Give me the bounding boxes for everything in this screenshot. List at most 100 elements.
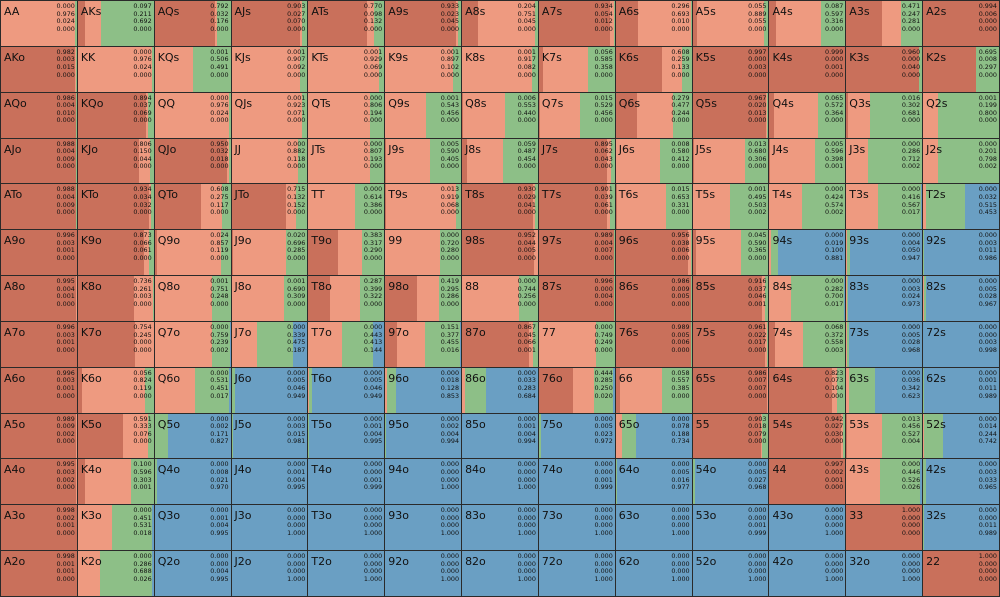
hand-cell-a4o[interactable]: A4o 0.995 0.003 0.002 0.000 xyxy=(1,459,77,505)
hand-cell-98s[interactable]: 98s 0.952 0.044 0.005 0.000 xyxy=(462,230,538,276)
hand-cell-kk[interactable]: KK 0.000 0.976 0.024 0.000 xyxy=(77,46,154,92)
hand-cell-53o[interactable]: 53o 0.000 0.000 0.001 0.999 xyxy=(692,505,769,551)
hand-cell-a3o[interactable]: A3o 0.998 0.002 0.001 0.000 xyxy=(1,505,77,551)
hand-cell-aa[interactable]: AA 0.000 0.976 0.024 0.000 xyxy=(1,1,77,46)
hand-cell-a7s[interactable]: A7s 0.934 0.054 0.012 0.000 xyxy=(538,1,615,46)
hand-cell-aks[interactable]: AKs 0.097 0.211 0.692 0.000 xyxy=(77,1,154,46)
hand-cell-75s[interactable]: 75s 0.961 0.022 0.017 0.000 xyxy=(692,321,769,367)
hand-cell-33[interactable]: 33 1.000 0.000 0.000 0.000 xyxy=(846,505,923,551)
hand-cell-k9o[interactable]: K9o 0.873 0.066 0.061 0.000 xyxy=(77,230,154,276)
hand-cell-t4s[interactable]: T4s 0.000 0.424 0.574 0.002 xyxy=(769,184,846,230)
hand-cell-a8o[interactable]: A8o 0.995 0.004 0.001 0.000 xyxy=(1,276,77,321)
hand-cell-85s[interactable]: 85s 0.916 0.037 0.046 0.001 xyxy=(692,276,769,321)
hand-cell-93o[interactable]: 93o 0.000 0.000 0.000 1.000 xyxy=(385,505,462,551)
hand-cell-42s[interactable]: 42s 0.000 0.003 0.033 0.965 xyxy=(923,459,999,505)
hand-cell-q9o[interactable]: Q9o 0.024 0.857 0.119 0.000 xyxy=(154,230,231,276)
hand-cell-qto[interactable]: QTo 0.608 0.275 0.117 0.000 xyxy=(154,184,231,230)
hand-cell-q4s[interactable]: Q4s 0.065 0.572 0.364 0.000 xyxy=(769,92,846,138)
hand-cell-97o[interactable]: 97o 0.151 0.377 0.455 0.016 xyxy=(385,321,462,367)
hand-cell-66[interactable]: 66 0.058 0.557 0.385 0.000 xyxy=(615,367,692,413)
hand-cell-a7o[interactable]: A7o 0.996 0.003 0.001 0.000 xyxy=(1,321,77,367)
hand-cell-q8s[interactable]: Q8s 0.006 0.553 0.440 0.000 xyxy=(462,92,538,138)
hand-cell-54o[interactable]: 54o 0.000 0.005 0.027 0.968 xyxy=(692,459,769,505)
hand-cell-72o[interactable]: 72o 0.000 0.000 0.000 1.000 xyxy=(538,551,615,596)
hand-cell-t7s[interactable]: T7s 0.901 0.039 0.061 0.000 xyxy=(538,184,615,230)
hand-cell-54s[interactable]: 54s 0.942 0.027 0.030 0.000 xyxy=(769,413,846,459)
hand-cell-92s[interactable]: 92s 0.000 0.003 0.011 0.986 xyxy=(923,230,999,276)
hand-cell-k4o[interactable]: K4o 0.100 0.596 0.303 0.001 xyxy=(77,459,154,505)
hand-cell-j4s[interactable]: J4s 0.005 0.596 0.398 0.001 xyxy=(769,138,846,184)
hand-cell-kjs[interactable]: KJs 0.001 0.907 0.092 0.000 xyxy=(231,46,308,92)
hand-cell-jts[interactable]: JTs 0.000 0.807 0.193 0.000 xyxy=(308,138,385,184)
hand-cell-q6s[interactable]: Q6s 0.279 0.477 0.244 0.000 xyxy=(615,92,692,138)
hand-cell-t9o[interactable]: T9o 0.383 0.317 0.290 0.000 xyxy=(308,230,385,276)
hand-cell-k3o[interactable]: K3o 0.000 0.451 0.531 0.018 xyxy=(77,505,154,551)
hand-cell-75o[interactable]: 75o 0.000 0.005 0.023 0.972 xyxy=(538,413,615,459)
hand-cell-k7s[interactable]: K7s 0.056 0.585 0.358 0.000 xyxy=(538,46,615,92)
hand-cell-kqs[interactable]: KQs 0.001 0.506 0.491 0.000 xyxy=(154,46,231,92)
hand-cell-52s[interactable]: 52s 0.000 0.014 0.244 0.742 xyxy=(923,413,999,459)
hand-cell-a8s[interactable]: A8s 0.204 0.751 0.045 0.000 xyxy=(462,1,538,46)
hand-cell-a4s[interactable]: A4s 0.087 0.597 0.316 0.000 xyxy=(769,1,846,46)
hand-cell-k5s[interactable]: K5s 0.997 0.000 0.003 0.000 xyxy=(692,46,769,92)
hand-cell-kto[interactable]: KTo 0.934 0.034 0.032 0.000 xyxy=(77,184,154,230)
hand-cell-62o[interactable]: 62o 0.000 0.000 0.000 1.000 xyxy=(615,551,692,596)
hand-cell-a5o[interactable]: A5o 0.989 0.009 0.002 0.000 xyxy=(1,413,77,459)
hand-cell-aqo[interactable]: AQo 0.986 0.004 0.010 0.000 xyxy=(1,92,77,138)
hand-cell-64s[interactable]: 64s 0.823 0.073 0.104 0.000 xyxy=(769,367,846,413)
hand-cell-a6o[interactable]: A6o 0.996 0.003 0.001 0.000 xyxy=(1,367,77,413)
hand-cell-96s[interactable]: 96s 0.956 0.038 0.006 0.000 xyxy=(615,230,692,276)
hand-cell-t8o[interactable]: T8o 0.287 0.399 0.322 0.000 xyxy=(308,276,385,321)
hand-cell-q7s[interactable]: Q7s 0.015 0.529 0.456 0.000 xyxy=(538,92,615,138)
hand-cell-qq[interactable]: QQ 0.000 0.976 0.024 0.000 xyxy=(154,92,231,138)
hand-cell-a3s[interactable]: A3s 0.471 0.247 0.281 0.000 xyxy=(846,1,923,46)
hand-cell-t9s[interactable]: T9s 0.013 0.919 0.068 0.000 xyxy=(385,184,462,230)
hand-cell-q8o[interactable]: Q8o 0.001 0.751 0.248 0.000 xyxy=(154,276,231,321)
hand-cell-q3o[interactable]: Q3o 0.000 0.001 0.004 0.995 xyxy=(154,505,231,551)
hand-cell-55[interactable]: 55 0.903 0.018 0.079 0.000 xyxy=(692,413,769,459)
hand-cell-q2s[interactable]: Q2s 0.001 0.199 0.800 0.000 xyxy=(923,92,999,138)
hand-cell-t2o[interactable]: T2o 0.000 0.000 0.000 1.000 xyxy=(308,551,385,596)
hand-cell-q7o[interactable]: Q7o 0.000 0.759 0.239 0.002 xyxy=(154,321,231,367)
hand-cell-qjs[interactable]: QJs 0.001 0.923 0.071 0.000 xyxy=(231,92,308,138)
hand-cell-q4o[interactable]: Q4o 0.000 0.008 0.021 0.970 xyxy=(154,459,231,505)
hand-cell-q5o[interactable]: Q5o 0.000 0.002 0.171 0.827 xyxy=(154,413,231,459)
hand-cell-86s[interactable]: 86s 0.986 0.009 0.005 0.000 xyxy=(615,276,692,321)
hand-cell-q6o[interactable]: Q6o 0.000 0.531 0.451 0.017 xyxy=(154,367,231,413)
hand-cell-63o[interactable]: 63o 0.000 0.000 0.000 1.000 xyxy=(615,505,692,551)
hand-cell-t2s[interactable]: T2s 0.000 0.032 0.515 0.453 xyxy=(923,184,999,230)
hand-cell-ako[interactable]: AKo 0.982 0.003 0.015 0.000 xyxy=(1,46,77,92)
hand-cell-62s[interactable]: 62s 0.000 0.001 0.011 0.989 xyxy=(923,367,999,413)
hand-cell-95o[interactable]: 95o 0.000 0.002 0.004 0.994 xyxy=(385,413,462,459)
hand-cell-82o[interactable]: 82o 0.000 0.000 0.000 1.000 xyxy=(462,551,538,596)
hand-cell-a2s[interactable]: A2s 0.994 0.006 0.000 0.000 xyxy=(923,1,999,46)
hand-cell-j5s[interactable]: J5s 0.013 0.680 0.306 0.000 xyxy=(692,138,769,184)
hand-cell-a5s[interactable]: A5s 0.055 0.889 0.055 0.000 xyxy=(692,1,769,46)
hand-cell-99[interactable]: 99 0.000 0.720 0.280 0.000 xyxy=(385,230,462,276)
hand-cell-t4o[interactable]: T4o 0.000 0.000 0.001 0.999 xyxy=(308,459,385,505)
hand-cell-95s[interactable]: 95s 0.045 0.590 0.365 0.000 xyxy=(692,230,769,276)
hand-cell-j2o[interactable]: J2o 0.000 0.000 0.000 1.000 xyxy=(231,551,308,596)
hand-cell-88[interactable]: 88 0.000 0.744 0.256 0.000 xyxy=(462,276,538,321)
hand-cell-76o[interactable]: 76o 0.444 0.285 0.250 0.020 xyxy=(538,367,615,413)
hand-cell-84s[interactable]: 84s 0.000 0.282 0.700 0.017 xyxy=(769,276,846,321)
hand-cell-64o[interactable]: 64o 0.000 0.005 0.016 0.977 xyxy=(615,459,692,505)
hand-cell-qts[interactable]: QTs 0.000 0.806 0.194 0.000 xyxy=(308,92,385,138)
hand-cell-t6o[interactable]: T6o 0.000 0.005 0.046 0.949 xyxy=(308,367,385,413)
hand-cell-22[interactable]: 22 1.000 0.000 0.000 0.000 xyxy=(923,551,999,596)
hand-cell-j9o[interactable]: J9o 0.020 0.696 0.285 0.000 xyxy=(231,230,308,276)
hand-cell-j2s[interactable]: J2s 0.000 0.201 0.798 0.002 xyxy=(923,138,999,184)
hand-cell-k7o[interactable]: K7o 0.754 0.245 0.000 0.000 xyxy=(77,321,154,367)
hand-cell-t3s[interactable]: T3s 0.000 0.416 0.567 0.017 xyxy=(846,184,923,230)
hand-cell-43o[interactable]: 43o 0.000 0.000 0.000 1.000 xyxy=(769,505,846,551)
hand-cell-83s[interactable]: 83s 0.000 0.003 0.024 0.973 xyxy=(846,276,923,321)
hand-cell-73o[interactable]: 73o 0.000 0.000 0.000 1.000 xyxy=(538,505,615,551)
hand-cell-ats[interactable]: ATs 0.770 0.098 0.132 0.000 xyxy=(308,1,385,46)
hand-cell-t7o[interactable]: T7o 0.000 0.443 0.413 0.144 xyxy=(308,321,385,367)
hand-cell-96o[interactable]: 96o 0.000 0.018 0.128 0.853 xyxy=(385,367,462,413)
hand-cell-k9s[interactable]: K9s 0.001 0.897 0.102 0.000 xyxy=(385,46,462,92)
hand-cell-k8s[interactable]: K8s 0.001 0.917 0.082 0.000 xyxy=(462,46,538,92)
hand-cell-q2o[interactable]: Q2o 0.000 0.000 0.004 0.995 xyxy=(154,551,231,596)
hand-cell-32s[interactable]: 32s 0.000 0.000 0.011 0.989 xyxy=(923,505,999,551)
hand-cell-65o[interactable]: 65o 0.000 0.078 0.188 0.734 xyxy=(615,413,692,459)
